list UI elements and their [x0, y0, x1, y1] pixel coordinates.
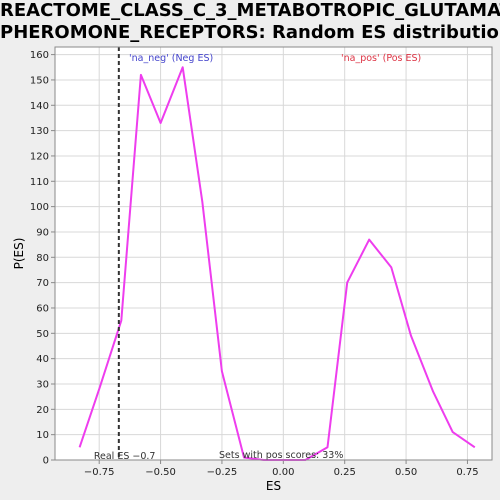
x-tick-label: 0.00: [272, 467, 294, 478]
x-tick-label: −0.75: [84, 467, 115, 478]
y-tick-label: 90: [36, 227, 49, 238]
y-tick-label: 20: [36, 405, 49, 416]
y-tick-label: 100: [30, 202, 49, 213]
y-tick-label: 40: [36, 354, 49, 365]
y-tick-label: 80: [36, 253, 49, 264]
y-tick-label: 130: [30, 126, 49, 137]
pos-scores-label: Sets with pos scores: 33%: [219, 450, 343, 461]
y-axis-label: P(ES): [12, 238, 26, 270]
y-tick-label: 10: [36, 430, 49, 441]
y-tick-label: 30: [36, 379, 49, 390]
plot-area: [55, 47, 492, 460]
y-tick-label: 70: [36, 278, 49, 289]
x-axis-label: ES: [266, 479, 281, 493]
annotations: Real ES −0.7 'na_neg' (Neg ES) 'na_pos' (P…: [94, 47, 421, 462]
x-tick-label: 0.75: [456, 467, 478, 478]
y-tick-label: 110: [30, 177, 49, 188]
y-tick-label: 160: [30, 50, 49, 61]
y-tick-label: 150: [30, 75, 49, 86]
neg-es-label: 'na_neg' (Neg ES): [129, 53, 213, 64]
x-tick-label: 0.50: [395, 467, 417, 478]
x-tick-label: −0.50: [145, 467, 176, 478]
x-axis: −0.75 −0.50 −0.25 0.00 0.25 0.50 0.75: [84, 460, 479, 478]
pos-es-label: 'na_pos' (Pos ES): [341, 53, 421, 64]
chart-title-line-2: PHEROMONE_RECEPTORS: Random ES distribut…: [0, 22, 500, 43]
y-tick-label: 60: [36, 303, 49, 314]
real-es-label: Real ES −0.7: [94, 451, 156, 462]
plot-frame: [54, 46, 493, 461]
y-tick-label: 140: [30, 101, 49, 112]
chart-title-line-1: REACTOME_CLASS_C_3_METABOTROPIC_GLUTAMAT…: [0, 0, 500, 21]
x-tick-label: 0.25: [334, 467, 356, 478]
y-axis: 0 10 20 30 40 50 60 70 80 90 100 110 120 130 140 150 160: [30, 50, 55, 467]
y-tick-label: 0: [43, 456, 49, 467]
y-tick-label: 120: [30, 151, 49, 162]
chart-title: REACTOME_CLASS_C_3_METABOTROPIC_GLUTAMAT…: [0, 0, 500, 44]
y-tick-label: 50: [36, 329, 49, 340]
x-tick-label: −0.25: [207, 467, 238, 478]
